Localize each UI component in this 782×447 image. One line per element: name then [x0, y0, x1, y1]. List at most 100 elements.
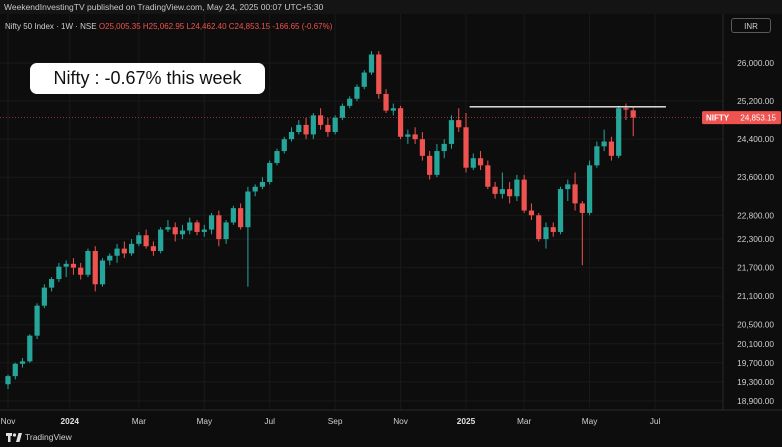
- candle-up: [107, 253, 113, 266]
- candle-up: [201, 224, 207, 237]
- candle-body: [550, 227, 556, 232]
- candle-body: [99, 260, 106, 285]
- candle-body: [325, 124, 331, 133]
- candle-body: [608, 141, 615, 156]
- time-tick-label: Mar: [132, 416, 147, 426]
- price-tick-label: 20,500.00: [737, 320, 774, 330]
- tradingview-logo-icon: [6, 432, 22, 442]
- candle-down: [376, 51, 382, 99]
- candle-body: [208, 215, 215, 230]
- candle-up: [390, 103, 396, 116]
- candle-up: [332, 115, 338, 135]
- candle-body: [136, 235, 142, 244]
- candle-body: [485, 165, 491, 187]
- open-value: O25,005.35: [98, 22, 141, 31]
- candle-body: [477, 158, 484, 166]
- candle-body: [579, 203, 585, 213]
- candle-up: [499, 172, 505, 199]
- candle-up: [99, 258, 106, 287]
- candle-body: [318, 115, 324, 125]
- time-tick-label: Nov: [393, 416, 409, 426]
- currency-button[interactable]: INR: [731, 18, 771, 33]
- candle-body: [245, 191, 251, 228]
- candle-up: [361, 70, 367, 90]
- candle-down: [608, 136, 615, 161]
- price-tick-label: 19,700.00: [737, 358, 774, 368]
- time-tick-label: May: [582, 416, 599, 426]
- candle-down: [325, 117, 331, 137]
- candle-up: [179, 224, 186, 240]
- time-tick-label: Nov: [1, 416, 17, 426]
- candle-body: [587, 165, 593, 213]
- candle-up: [354, 84, 360, 102]
- candle-body: [361, 72, 367, 87]
- candle-body: [78, 267, 84, 275]
- candle-up: [543, 222, 549, 249]
- time-tick-label: Jul: [650, 416, 661, 426]
- candle-body: [41, 287, 47, 306]
- symbol-label[interactable]: Nifty 50 Index · 1W · NSE: [5, 22, 97, 31]
- candle-body: [201, 229, 207, 232]
- candle-up: [136, 231, 142, 247]
- tradingview-branding[interactable]: TradingView: [6, 432, 72, 442]
- candle-up: [616, 105, 622, 159]
- candle-body: [296, 124, 302, 133]
- candle-up: [230, 205, 236, 225]
- time-tick-label: Mar: [517, 416, 532, 426]
- candle-body: [165, 227, 171, 230]
- candle-down: [92, 246, 98, 292]
- candle-body: [259, 181, 266, 187]
- candle-down: [318, 108, 324, 130]
- close-value: C24,853.15: [228, 22, 271, 31]
- candle-down: [630, 107, 636, 137]
- candle-body: [332, 117, 338, 133]
- candle-body: [594, 146, 600, 166]
- candle-up: [158, 227, 164, 254]
- candle-up: [187, 217, 193, 235]
- price-tick-label: 19,300.00: [737, 377, 774, 387]
- candle-down: [521, 174, 527, 213]
- candle-down: [397, 105, 404, 140]
- candle-body: [397, 108, 404, 137]
- candle-body: [601, 141, 607, 147]
- candle-body: [194, 222, 200, 232]
- time-tick-label: May: [196, 416, 213, 426]
- candle-body: [12, 363, 18, 377]
- candle-down: [121, 241, 127, 259]
- candle-down: [528, 203, 535, 221]
- last-price-badge: [702, 111, 781, 125]
- candle-up: [165, 220, 171, 232]
- candle-body: [405, 134, 411, 137]
- candle-up: [128, 239, 135, 256]
- candle-body: [339, 105, 346, 118]
- candle-body: [507, 189, 513, 197]
- candle-body: [456, 120, 462, 128]
- candle-body: [128, 243, 135, 254]
- candle-body: [390, 108, 396, 111]
- weekly-change-callout: Nifty : -0.67% this week: [30, 63, 265, 94]
- candle-body: [427, 155, 433, 175]
- candle-body: [499, 189, 505, 194]
- candle-down: [383, 89, 389, 113]
- candle-body: [288, 132, 295, 140]
- candle-body: [5, 376, 11, 385]
- candle-up: [288, 127, 295, 142]
- ohlc-legend: Nifty 50 Index · 1W · NSE O25,005.35 H25…: [5, 22, 332, 31]
- candle-body: [187, 222, 193, 231]
- time-axis[interactable]: Nov 2024 Mar May Jul Sep Nov 2025 Mar May Jul: [1, 416, 661, 426]
- candle-body: [303, 124, 309, 135]
- candle-body: [172, 227, 178, 235]
- candle-body: [85, 250, 91, 275]
- candle-body: [368, 54, 375, 73]
- candlestick-series: [5, 51, 636, 389]
- price-axis[interactable]: 26,000.00 25,200.00 24,400.00 23,600.00 22,8…: [737, 58, 774, 406]
- candle-down: [303, 117, 309, 140]
- candle-up: [470, 153, 476, 171]
- candle-up: [274, 148, 280, 166]
- candle-body: [19, 361, 26, 364]
- candle-body: [448, 120, 455, 144]
- candle-down: [427, 151, 433, 180]
- price-tick-label: 22,300.00: [737, 234, 774, 244]
